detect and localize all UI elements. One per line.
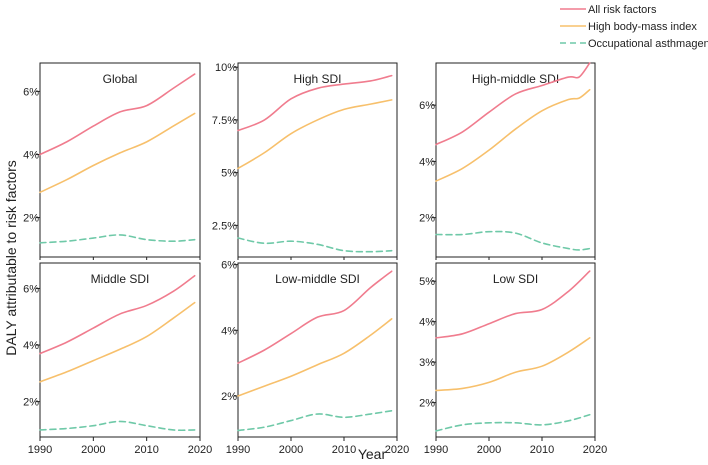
panel-title: High SDI [293,72,341,86]
series-line-occupational-asthmagens [237,237,393,253]
y-tick-label: 2% [221,391,237,403]
x-tick-label: 1990 [424,444,448,456]
y-tick-label: 5% [419,276,435,288]
y-tick-label: 10% [215,62,237,74]
series-line-occupational-asthmagens [39,420,196,432]
panel-frame [39,262,201,438]
panel-title: Low-middle SDI [275,272,360,286]
series-line-high-body-mass-index [435,337,591,392]
series-line-all-risk-factors [237,74,393,132]
x-tick-label: 2020 [583,444,607,456]
panels: Global 2% 4% 6% High SDI 2.5% 5% 7.5% 10% High-mi… [23,62,607,456]
y-tick-label: 2% [23,213,39,225]
series-line-high-body-mass-index [39,112,196,194]
series-line-high-body-mass-index [237,99,393,170]
y-tick-label: 4% [23,149,39,161]
panel-frame [435,262,596,438]
series-line-occupational-asthmagens [39,234,196,244]
panel-low-sdi: Low SDI 2% 3% 4% 5% 1990 2000 2010 2020 [419,262,607,456]
series-line-occupational-asthmagens [237,409,393,432]
panel-title: Middle SDI [91,272,150,286]
panel-title: High-middle SDI [472,72,559,86]
legend-label-high-body-mass-index: High body-mass index [588,21,697,33]
panel-frame [39,62,201,258]
panel-title: Low SDI [493,272,538,286]
series-line-occupational-asthmagens [435,413,591,432]
series-line-all-risk-factors [435,62,591,146]
panel-middle-sdi: Middle SDI 2% 4% 6% 1990 2000 2010 2020 [23,262,212,456]
panel-low-middle-sdi: Low-middle SDI 2% 4% 6% 1990 2000 2010 2020 [221,260,409,456]
panel-frame [237,262,398,438]
y-tick-label: 2% [23,397,39,409]
y-axis-label: DALY attributable to risk factors [3,160,19,356]
x-tick-label: 2000 [279,444,303,456]
panel-high-sdi: High SDI 2.5% 5% 7.5% 10% [212,62,398,260]
panel-frame [237,62,398,258]
x-tick-label: 2020 [188,444,212,456]
x-tick-label: 2010 [530,444,554,456]
y-tick-label: 4% [23,340,39,352]
y-tick-label: 4% [419,317,435,329]
legend-label-occupational-asthmagens: Occupational asthmagens [588,38,708,50]
y-tick-label: 6% [23,86,39,98]
series-line-all-risk-factors [39,274,196,355]
y-tick-label: 6% [23,283,39,295]
y-tick-label: 4% [419,156,435,168]
y-tick-label: 2% [419,213,435,225]
x-tick-label: 2000 [81,444,105,456]
series-line-all-risk-factors [435,270,591,339]
panel-global: Global 2% 4% 6% [23,62,201,260]
series-line-all-risk-factors [237,270,393,364]
y-tick-label: 2% [419,398,435,410]
series-line-high-body-mass-index [237,318,393,397]
y-tick-label: 5% [221,168,237,180]
x-tick-label: 1990 [226,444,250,456]
x-axis-label: Year [358,446,387,462]
x-tick-label: 2010 [332,444,356,456]
series-line-high-body-mass-index [39,301,196,383]
legend-label-all-risk-factors: All risk factors [588,4,657,16]
y-tick-label: 7.5% [212,115,237,127]
series-line-high-body-mass-index [435,88,591,182]
x-tick-label: 2020 [385,444,409,456]
y-tick-label: 4% [221,325,237,337]
y-tick-label: 6% [419,100,435,112]
x-tick-label: 2000 [477,444,501,456]
x-tick-label: 2010 [134,444,158,456]
x-tick-label: 1990 [28,444,52,456]
panel-frame [435,62,596,258]
series-line-all-risk-factors [39,73,196,156]
y-tick-label: 2.5% [212,220,237,232]
y-tick-label: 6% [221,260,237,272]
legend: All risk factors High body-mass index Occu… [560,4,708,50]
series-line-occupational-asthmagens [435,230,591,251]
y-tick-label: 3% [419,357,435,369]
panel-high-middle-sdi: High-middle SDI 2% 4% 6% [419,62,596,260]
panel-title: Global [103,72,138,86]
